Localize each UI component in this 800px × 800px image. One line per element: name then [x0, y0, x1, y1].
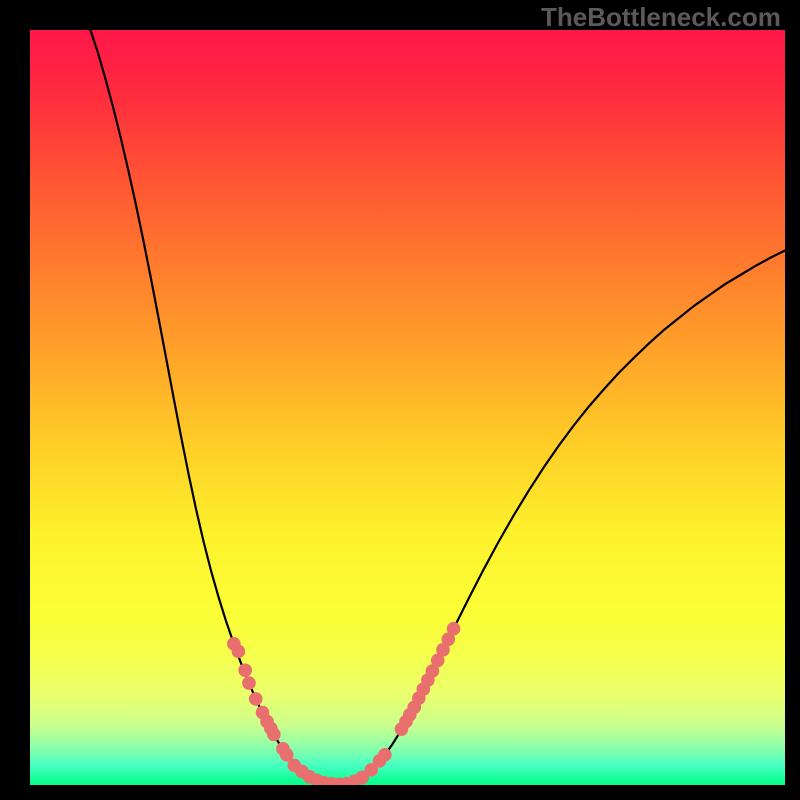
- data-marker: [378, 748, 392, 762]
- data-marker: [267, 728, 281, 742]
- plot-area: [30, 30, 785, 785]
- data-marker: [242, 676, 256, 690]
- data-marker: [232, 645, 246, 659]
- chart-container: TheBottleneck.com: [0, 0, 800, 800]
- data-marker: [249, 692, 263, 706]
- watermark-text: TheBottleneck.com: [541, 2, 781, 33]
- data-marker: [447, 622, 461, 636]
- gradient-background: [30, 30, 785, 785]
- data-marker: [238, 663, 252, 677]
